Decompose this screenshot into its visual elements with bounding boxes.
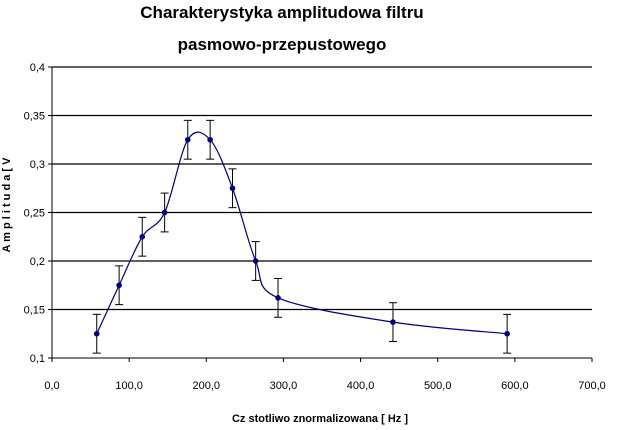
y-tick-label: 0,3 bbox=[30, 159, 45, 171]
y-tick-label: 0,25 bbox=[24, 208, 45, 220]
y-tick-labels: 0,1 0,15 0,2 0,25 0,3 0,35 0,4 bbox=[24, 62, 45, 365]
y-axis-label: A m p l i t u d a [ V bbox=[1, 157, 13, 253]
data-point bbox=[184, 136, 191, 143]
x-tick-label: 500,0 bbox=[424, 380, 452, 392]
grid-lines bbox=[52, 66, 592, 311]
data-point bbox=[504, 330, 510, 337]
y-tick-label: 0,15 bbox=[24, 305, 45, 317]
axes bbox=[48, 66, 593, 362]
data-point bbox=[229, 185, 236, 192]
x-tick-label: 200,0 bbox=[193, 380, 221, 392]
data-point bbox=[390, 319, 396, 325]
data-point bbox=[252, 258, 259, 264]
data-point bbox=[139, 233, 146, 240]
x-tick-labels: 0,0 100,0 200,0 300,0 400,0 500,0 600,0 700,0 bbox=[44, 380, 605, 392]
series bbox=[92, 119, 512, 354]
chart-title-line-1: Charakterystyka amplitudowa filtru bbox=[140, 3, 423, 22]
data-point bbox=[275, 295, 281, 301]
x-tick-label: 600,0 bbox=[501, 380, 529, 392]
y-tick-label: 0,2 bbox=[30, 256, 45, 268]
x-tick-label: 0,0 bbox=[44, 380, 59, 392]
x-tick-label: 100,0 bbox=[115, 380, 143, 392]
data-point bbox=[116, 282, 122, 289]
x-tick-label: 700,0 bbox=[578, 380, 606, 392]
y-tick-label: 0,1 bbox=[30, 353, 45, 365]
data-point bbox=[161, 209, 168, 216]
chart-title-line-2: pasmowo-przepustowego bbox=[178, 35, 387, 54]
x-tick-label: 400,0 bbox=[347, 380, 375, 392]
y-tick-label: 0,4 bbox=[30, 62, 45, 74]
data-point bbox=[93, 330, 100, 337]
x-axis-label: Cz stotliwo znormalizowana [ Hz ] bbox=[232, 413, 408, 425]
y-tick-label: 0,35 bbox=[24, 111, 45, 123]
series-line bbox=[96, 131, 508, 335]
x-tick-label: 300,0 bbox=[270, 380, 298, 392]
data-point bbox=[207, 136, 213, 143]
